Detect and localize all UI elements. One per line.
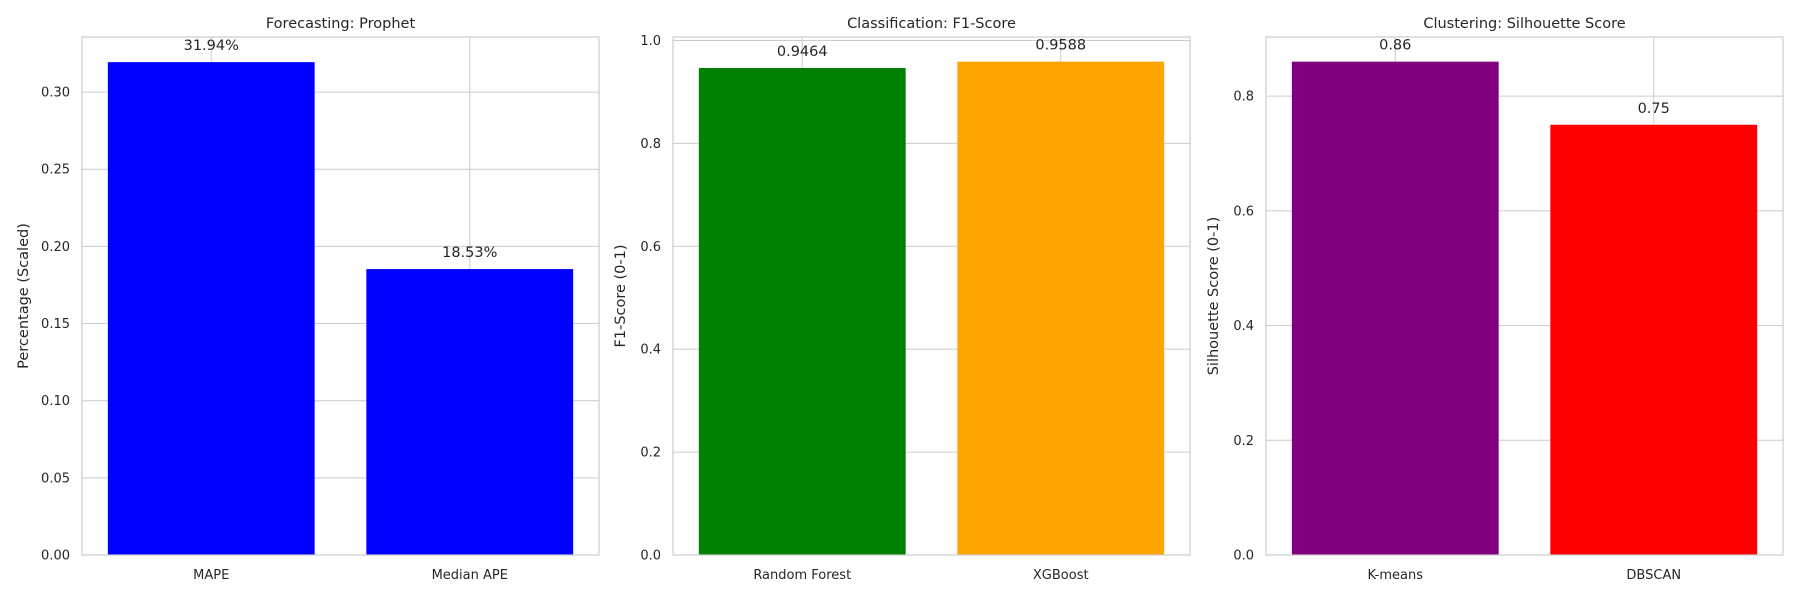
plot-frame: [672, 36, 1191, 556]
data-label: 18.53%: [442, 245, 497, 261]
bar-xgboost: [957, 61, 1165, 555]
chart-title: Clustering: Silhouette Score: [1423, 16, 1625, 32]
data-label: 0.75: [1638, 101, 1670, 117]
chart-panel-1: 31.94% 18.53% 0.00 0.05 0.10 0.15 0.20 0.25 0.30…: [16, 16, 600, 583]
y-tick-label: 0.6: [1233, 204, 1254, 219]
data-label: 0.9588: [1035, 38, 1086, 54]
y-tick-label: 0.30: [41, 86, 70, 101]
y-tick-label: 0.05: [41, 471, 70, 486]
y-tick-label: 0.00: [41, 549, 70, 564]
x-tick-label: DBSCAN: [1626, 568, 1681, 583]
y-tick-label: 0.0: [1233, 549, 1254, 564]
chart-title: Forecasting: Prophet: [266, 16, 416, 32]
y-tick-label: 0.25: [41, 163, 70, 178]
x-tick-label: Median APE: [432, 568, 508, 583]
y-tick-label: 0.4: [1233, 319, 1254, 334]
data-label: 0.9464: [777, 44, 828, 60]
y-tick-label: 0.2: [640, 446, 661, 461]
bar-dbscan: [1550, 124, 1758, 555]
x-tick-label: K-means: [1368, 568, 1424, 583]
y-tick-label: 0.6: [640, 240, 661, 255]
y-tick-label: 0.8: [1233, 90, 1254, 105]
y-tick-label: 0.10: [41, 394, 70, 409]
y-tick-label: 0.15: [41, 317, 70, 332]
x-tick-label: XGBoost: [1033, 568, 1089, 583]
y-tick-label: 0.2: [1233, 434, 1254, 449]
plot-frame: [1265, 36, 1784, 556]
chart-title: Classification: F1-Score: [847, 16, 1016, 32]
y-axis-label: Silhouette Score (0-1): [1206, 217, 1222, 376]
y-tick-label: 0.4: [640, 343, 661, 358]
bar-mape: [107, 62, 315, 556]
x-tick-label: Random Forest: [753, 568, 851, 583]
plot-frame: [81, 36, 600, 556]
y-axis-label: Percentage (Scaled): [16, 223, 32, 369]
y-tick-label: 0.20: [41, 240, 70, 255]
chart-panel-2: 0.9464 0.9588 0.0 0.2 0.4 0.6 0.8 1.0 Random For…: [613, 16, 1191, 583]
data-label: 0.86: [1379, 38, 1411, 54]
bar-random-forest: [698, 68, 906, 555]
y-tick-label: 0.0: [640, 549, 661, 564]
x-tick-label: MAPE: [193, 568, 229, 583]
bar-median-ape: [366, 269, 574, 555]
chart-panel-3: 0.86 0.75 0.0 0.2 0.4 0.6 0.8 K-means DBSCAN Clus…: [1206, 16, 1784, 583]
bar-k-means: [1291, 61, 1499, 556]
y-axis-label: F1-Score (0-1): [613, 244, 629, 347]
data-label: 31.94%: [184, 38, 239, 54]
y-tick-label: 0.8: [640, 137, 661, 152]
y-tick-label: 1.0: [640, 34, 661, 49]
